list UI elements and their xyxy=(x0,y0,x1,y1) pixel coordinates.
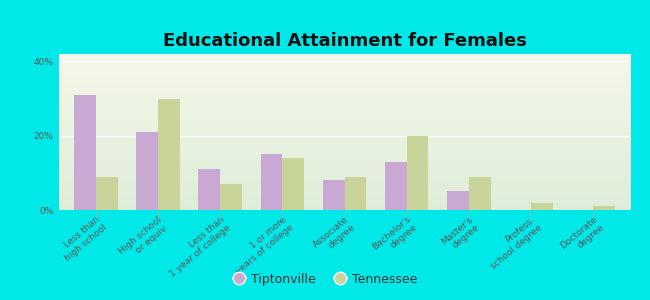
Bar xyxy=(136,132,158,210)
Bar xyxy=(531,202,552,210)
Bar xyxy=(344,177,366,210)
Legend: Tiptonville, Tennessee: Tiptonville, Tennessee xyxy=(228,268,422,291)
Bar xyxy=(407,136,428,210)
Bar xyxy=(385,162,407,210)
Bar xyxy=(469,177,491,210)
Bar xyxy=(220,184,242,210)
Bar xyxy=(96,177,118,210)
Bar xyxy=(593,206,615,210)
Bar xyxy=(323,180,345,210)
Bar xyxy=(158,99,180,210)
Title: Educational Attainment for Females: Educational Attainment for Females xyxy=(162,32,526,50)
Bar xyxy=(74,95,96,210)
Bar xyxy=(261,154,282,210)
Bar xyxy=(282,158,304,210)
Bar xyxy=(447,191,469,210)
Bar xyxy=(198,169,220,210)
